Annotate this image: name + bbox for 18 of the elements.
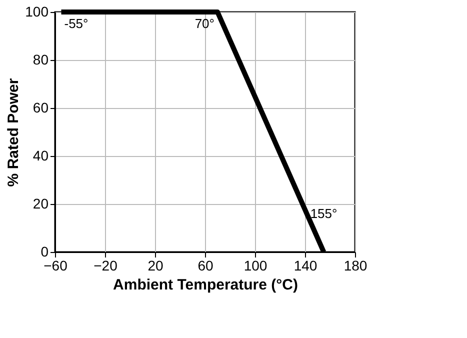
annotation: -55° bbox=[64, 16, 88, 31]
x-tick-label: 180 bbox=[344, 258, 368, 274]
x-tick-label: 20 bbox=[148, 258, 164, 274]
y-tick-label: 80 bbox=[32, 52, 49, 68]
annotation: 70° bbox=[194, 16, 214, 31]
annotation: 155° bbox=[310, 206, 338, 221]
y-tick-label: 0 bbox=[40, 244, 49, 260]
y-tick-label: 40 bbox=[32, 148, 49, 164]
y-tick-label: 60 bbox=[32, 100, 49, 116]
x-tick-label: 60 bbox=[198, 258, 214, 274]
x-tick-label: 140 bbox=[294, 258, 318, 274]
x-tick-label: 100 bbox=[244, 258, 268, 274]
y-tick-label: 100 bbox=[25, 4, 49, 20]
x-tick-label: −60 bbox=[44, 258, 68, 274]
x-axis-title: Ambient Temperature (°C) bbox=[113, 276, 298, 294]
y-axis-title: % Rated Power bbox=[5, 78, 22, 187]
y-tick-label: 20 bbox=[32, 196, 49, 212]
x-tick-label: −20 bbox=[94, 258, 118, 274]
